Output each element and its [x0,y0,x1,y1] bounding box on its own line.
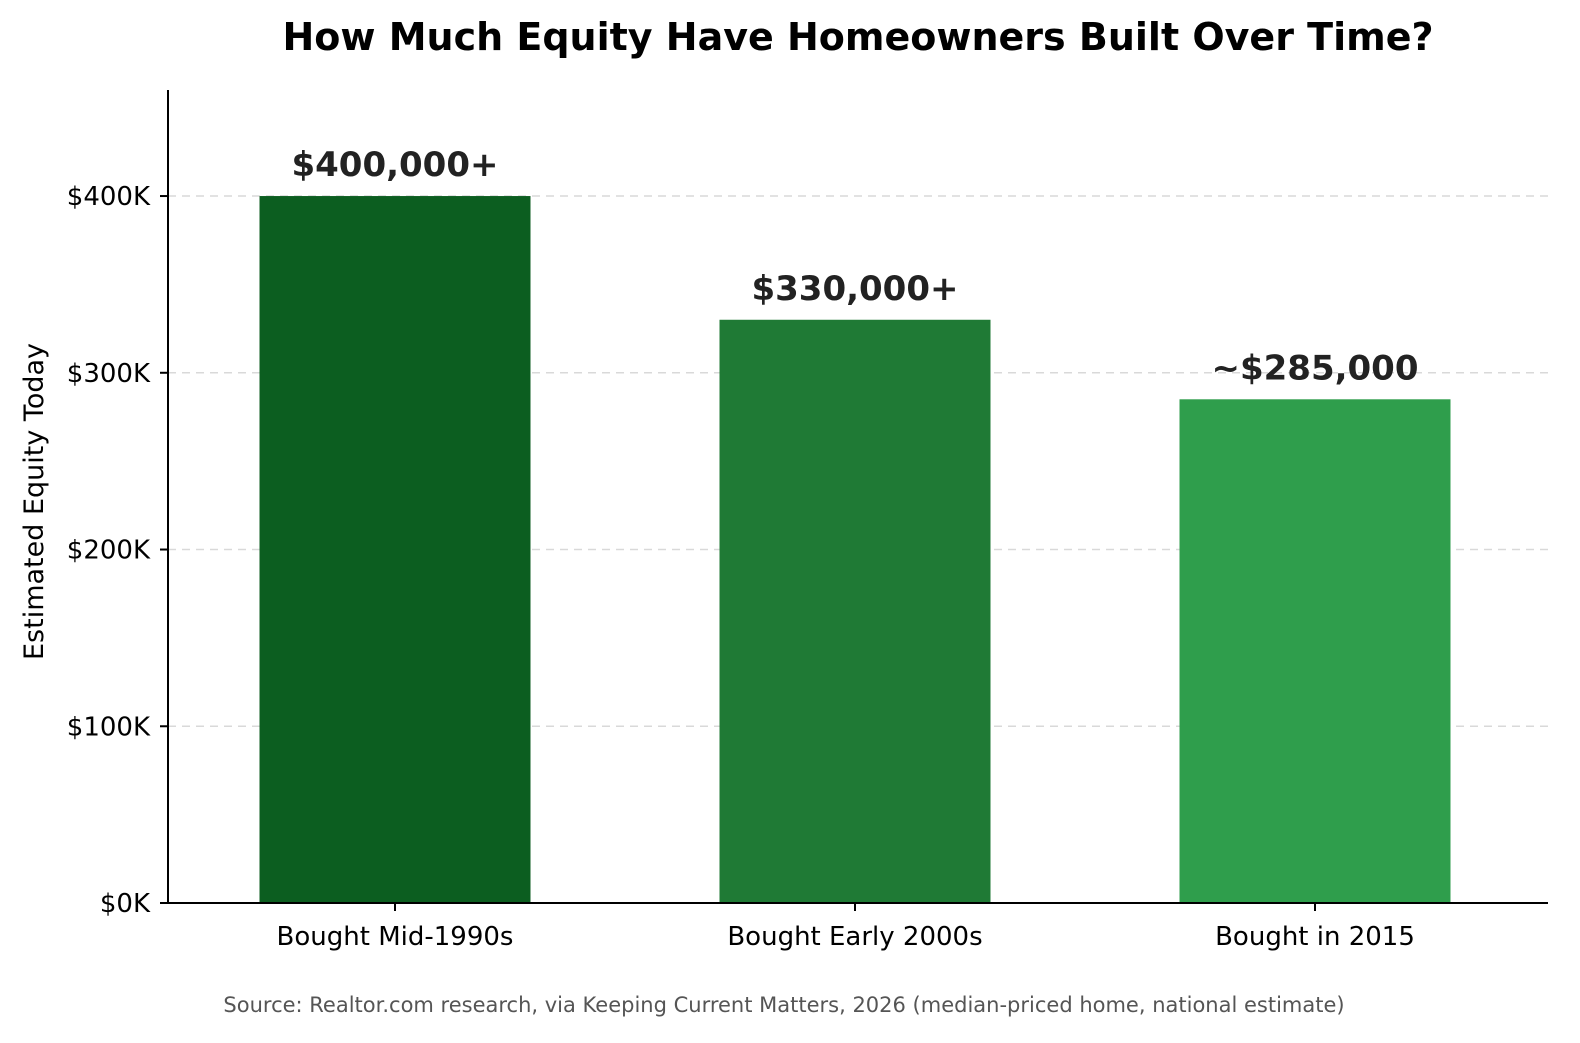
data-label-3: ~$285,000 [1211,348,1418,388]
data-labels: $400,000+ $330,000+ ~$285,000 [291,145,1418,388]
bars [259,196,1451,904]
bar-1 [259,196,531,904]
x-tick-label-2: Bought in 2015 [1215,922,1415,952]
source-note: Source: Realtor.com research, via Keepin… [223,993,1344,1017]
data-label-1: $400,000+ [291,145,498,185]
bar-2 [719,319,991,903]
data-label-2: $330,000+ [751,269,958,309]
y-tick-label-4: $400K [67,182,151,212]
y-tick-label-3: $300K [67,359,151,389]
y-tick-label-1: $100K [67,712,151,742]
bar-3 [1179,399,1451,903]
x-tick-label-0: Bought Mid-1990s [277,922,514,952]
axes: $0K $100K $200K $300K $400K Bought Mid-1990s B… [67,90,1548,952]
y-axis-label: Estimated Equity Today [19,343,50,660]
x-tick-label-1: Bought Early 2000s [727,922,982,952]
chart-title: How Much Equity Have Homeowners Built Ov… [282,15,1433,59]
y-tick-label-0: $0K [100,889,151,919]
y-tick-label-2: $200K [67,536,151,566]
